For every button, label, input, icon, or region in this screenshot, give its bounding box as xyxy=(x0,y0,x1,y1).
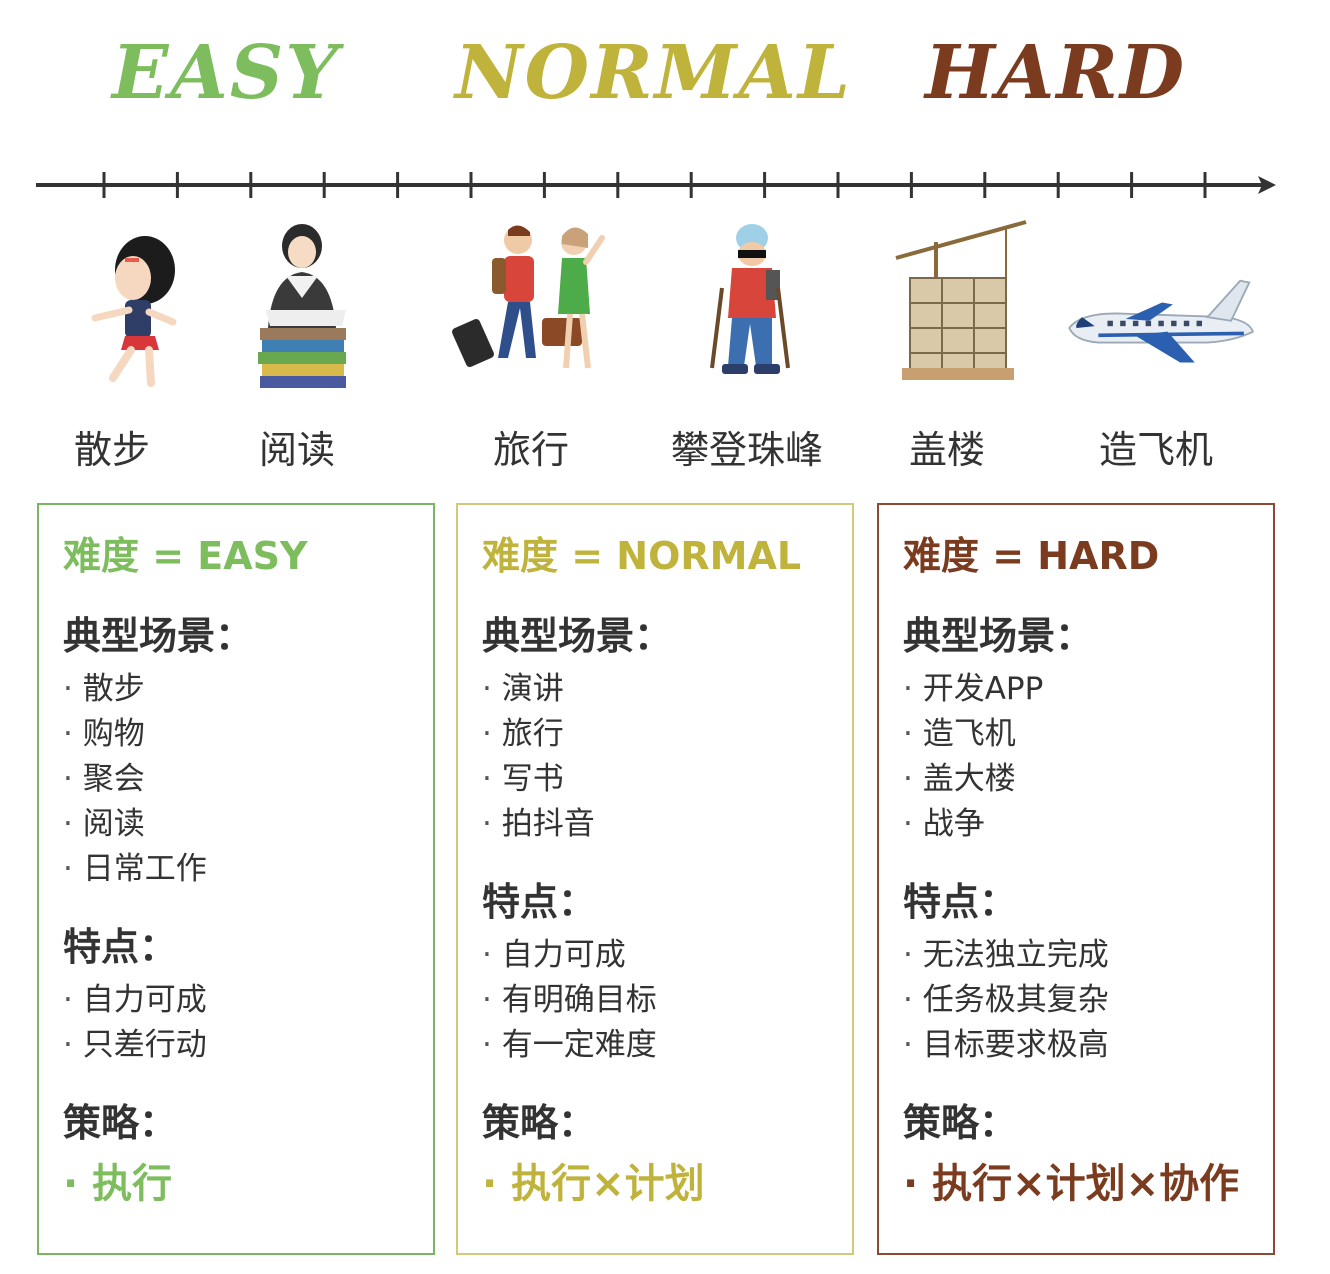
traits-list: 自力可成 有明确目标 有一定难度 xyxy=(482,933,852,1068)
travelers-luggage-icon xyxy=(452,225,605,369)
girl-reading-books-icon xyxy=(258,224,346,388)
list-item: 聚会 xyxy=(63,757,433,802)
girl-walking-icon xyxy=(91,236,177,387)
list-item: 演讲 xyxy=(482,667,852,712)
card-heading: 难度 = HARD xyxy=(903,534,1160,578)
card-heading: 难度 = NORMAL xyxy=(482,534,802,578)
card-normal: 难度 = NORMAL 典型场景： 演讲 旅行 写书 拍抖音 特点： 自力可成 … xyxy=(456,503,854,1255)
strategy-value: 执行×计划×协作 xyxy=(903,1156,1273,1212)
scenes-list: 演讲 旅行 写书 拍抖音 xyxy=(482,667,852,847)
scenes-title: 典型场景： xyxy=(903,614,1094,658)
scenes-title: 典型场景： xyxy=(482,614,673,658)
list-item: 写书 xyxy=(482,757,852,802)
list-item: 自力可成 xyxy=(63,978,433,1023)
list-item: 日常工作 xyxy=(63,847,433,892)
activity-label-building: 盖楼 xyxy=(908,428,985,472)
list-item: 拍抖音 xyxy=(482,802,852,847)
activity-label-reading: 阅读 xyxy=(258,428,335,472)
strategy-value: 执行×计划 xyxy=(482,1156,852,1212)
list-item: 造飞机 xyxy=(903,712,1273,757)
level-title-hard: HARD xyxy=(925,30,1187,116)
list-item: 开发APP xyxy=(903,667,1273,712)
list-item: 购物 xyxy=(63,712,433,757)
traits-list: 自力可成 只差行动 xyxy=(63,978,433,1068)
traits-title: 特点： xyxy=(63,925,178,969)
card-hard: 难度 = HARD 典型场景： 开发APP 造飞机 盖大楼 战争 特点： 无法独… xyxy=(877,503,1275,1255)
activity-label-travel: 旅行 xyxy=(492,428,569,472)
level-title-easy: EASY xyxy=(112,30,341,116)
strategy-title: 策略： xyxy=(482,1101,597,1145)
strategy-title: 策略： xyxy=(903,1101,1018,1145)
list-item: 旅行 xyxy=(482,712,852,757)
card-easy: 难度 = EASY 典型场景： 散步 购物 聚会 阅读 日常工作 特点： 自力可… xyxy=(37,503,435,1255)
strategy-value: 执行 xyxy=(63,1156,433,1212)
activity-label-everest: 攀登珠峰 xyxy=(670,428,823,472)
list-item: 战争 xyxy=(903,802,1273,847)
timeline-arrow-icon xyxy=(1258,176,1276,194)
list-item: 盖大楼 xyxy=(903,757,1273,802)
list-item: 阅读 xyxy=(63,802,433,847)
list-item: 有明确目标 xyxy=(482,978,852,1023)
list-item: 散步 xyxy=(63,667,433,712)
traits-title: 特点： xyxy=(903,880,1018,924)
airplane-icon xyxy=(1068,279,1255,363)
card-heading: 难度 = EASY xyxy=(63,534,308,578)
list-item: 目标要求极高 xyxy=(903,1023,1273,1068)
building-construction-crane-icon xyxy=(895,220,1027,380)
level-title-normal: NORMAL xyxy=(455,30,852,116)
mountain-climber-icon xyxy=(710,224,790,374)
scenes-list: 散步 购物 聚会 阅读 日常工作 xyxy=(63,667,433,892)
list-item: 只差行动 xyxy=(63,1023,433,1068)
scenes-list: 开发APP 造飞机 盖大楼 战争 xyxy=(903,667,1273,847)
activity-label-walking: 散步 xyxy=(73,428,150,472)
list-item: 任务极其复杂 xyxy=(903,978,1273,1023)
traits-title: 特点： xyxy=(482,880,597,924)
traits-list: 无法独立完成 任务极其复杂 目标要求极高 xyxy=(903,933,1273,1068)
difficulty-timeline xyxy=(36,172,1276,198)
list-item: 自力可成 xyxy=(482,933,852,978)
list-item: 无法独立完成 xyxy=(903,933,1273,978)
list-item: 有一定难度 xyxy=(482,1023,852,1068)
activity-label-airplane: 造飞机 xyxy=(1098,428,1213,472)
scenes-title: 典型场景： xyxy=(63,614,254,658)
strategy-title: 策略： xyxy=(63,1101,178,1145)
